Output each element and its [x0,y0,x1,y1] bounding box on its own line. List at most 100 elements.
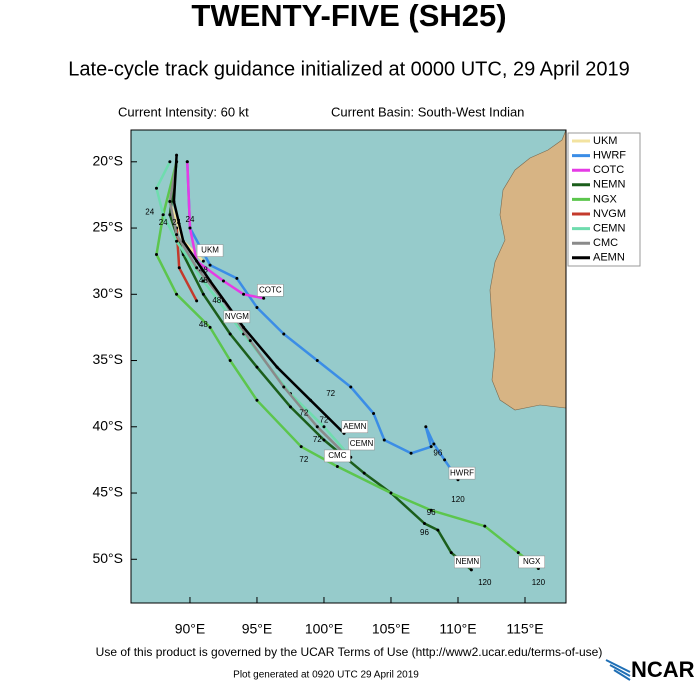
track-label: NVGM [225,312,249,321]
track-point [349,385,353,389]
hour-label: 72 [320,415,329,424]
hour-label: 24 [145,207,154,216]
subtitle: Late-cycle track guidance initialized at… [68,58,629,80]
track-label-box [223,310,251,324]
track-point [309,398,313,402]
track-point [436,528,440,532]
track-point [282,332,286,336]
y-tick-label: 40°S [92,417,123,433]
track-point [201,279,205,283]
x-tick-label: 110°E [439,621,476,637]
legend-label: NGX [593,193,618,205]
legend-label: HWRF [593,150,626,162]
track-point [424,425,428,429]
track-point [208,325,212,329]
intensity: Current Intensity: 60 kt [118,104,249,119]
track-point [242,292,246,296]
legend-label: AEMN [593,252,625,264]
track-point [172,200,176,204]
track-label: NGX [523,557,541,566]
track-point [422,522,426,526]
legend-label: CEMN [593,223,625,235]
track-point [389,491,393,495]
track-point [242,325,246,329]
track-point [177,266,181,270]
track-point [195,299,199,303]
track-point [335,465,339,469]
y-tick-label: 20°S [92,153,123,169]
track-point [372,412,376,416]
track-point [161,213,165,217]
track-label-box [454,555,481,569]
hour-label: 72 [326,389,335,398]
track [186,161,264,300]
hour-label: 24 [186,215,195,224]
track-point [228,332,232,336]
y-tick-label: 50°S [92,550,123,566]
hour-label: 24 [172,218,181,227]
track [168,161,473,571]
basin: Current Basin: South-West Indian [331,104,524,119]
hour-label: 96 [420,528,429,537]
track-point [255,306,259,310]
track-label: HWRF [450,468,474,477]
track-point [443,458,447,462]
footer: Use of this product is governed by the U… [96,645,603,659]
track-point [282,385,286,389]
track-label: CEMN [350,439,374,448]
hour-label: 48 [199,276,208,285]
hour-label: 24 [159,218,168,227]
hour-label: 96 [433,448,442,457]
track-point [201,292,205,296]
logo-mark [605,659,631,681]
track-point [322,425,326,429]
track-point [195,266,199,270]
track-point [516,551,520,555]
track-point [255,365,259,369]
track-point [175,292,179,296]
track-point [185,160,189,164]
track-point [168,213,172,217]
track-point [429,445,433,449]
track-label-box [448,466,476,480]
track-point [208,279,212,283]
legend-label: NVGM [593,208,626,220]
y-tick-label: 25°S [92,219,123,235]
legend-label: CMC [593,237,618,249]
track-label-box [518,555,545,569]
track-label: COTC [259,285,282,294]
track [186,161,460,481]
frame [130,129,567,604]
track-point [469,568,473,572]
track-point [382,438,386,442]
hour-label: 48 [199,320,208,329]
track-label: CMC [328,451,346,460]
hour-label: 120 [532,578,546,587]
x-tick-label: 90°E [175,621,206,637]
track-label-box [348,437,375,451]
track-point [175,239,179,243]
plot: UKM HWRF COTC NEMN NGX NVGM CEMN CMC AEMN [154,153,545,572]
track-label: AEMN [343,422,366,431]
x-tick-label: 105°E [372,621,410,637]
track-point [483,524,487,528]
track-point [432,442,436,446]
track-label-box [324,449,351,463]
track-point [208,263,212,267]
track-point [181,239,185,243]
land [489,129,567,411]
track-point [409,451,413,455]
track-point [449,551,453,555]
track-label-box [341,420,369,434]
hour-label: 48 [199,266,208,275]
track-point [154,253,158,257]
track-point [201,259,205,263]
track [155,161,540,570]
track [172,155,345,435]
x-tick-label: 100°E [305,621,343,637]
track-point [221,279,225,283]
track-point [315,425,319,429]
hour-label: 96 [427,508,436,517]
track-label: NEMN [456,557,480,566]
